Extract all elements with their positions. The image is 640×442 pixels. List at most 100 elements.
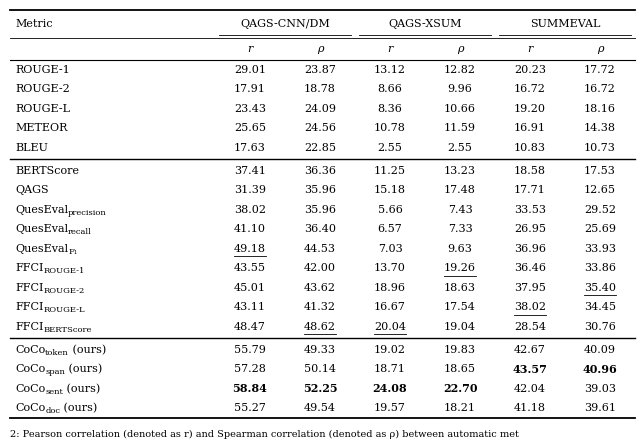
Text: 29.52: 29.52 [584,205,616,215]
Text: 10.78: 10.78 [374,123,406,133]
Text: 19.57: 19.57 [374,403,406,413]
Text: 43.57: 43.57 [513,364,547,375]
Text: span: span [45,368,65,376]
Text: 18.21: 18.21 [444,403,476,413]
Text: 48.62: 48.62 [304,322,336,332]
Text: 16.72: 16.72 [514,84,546,94]
Text: 11.59: 11.59 [444,123,476,133]
Text: doc: doc [45,407,60,415]
Text: precision: precision [68,209,107,217]
Text: QuesEval: QuesEval [15,224,68,234]
Text: 6.57: 6.57 [378,224,403,234]
Text: QAGS-XSUM: QAGS-XSUM [388,19,461,29]
Text: 44.53: 44.53 [304,244,336,254]
Text: 22.85: 22.85 [304,143,336,153]
Text: 37.95: 37.95 [514,283,546,293]
Text: 10.73: 10.73 [584,143,616,153]
Text: 19.20: 19.20 [514,104,546,114]
Text: 17.54: 17.54 [444,302,476,312]
Text: 42.00: 42.00 [304,263,336,273]
Text: 18.16: 18.16 [584,104,616,114]
Text: 16.72: 16.72 [584,84,616,94]
Text: 18.71: 18.71 [374,364,406,374]
Text: 42.67: 42.67 [514,345,546,355]
Text: 39.03: 39.03 [584,384,616,394]
Text: 16.91: 16.91 [514,123,546,133]
Text: 10.83: 10.83 [514,143,546,153]
Text: 25.65: 25.65 [234,123,266,133]
Text: 28.54: 28.54 [514,322,546,332]
Text: token: token [45,349,69,357]
Text: 11.25: 11.25 [374,166,406,176]
Text: 36.36: 36.36 [304,166,336,176]
Text: FFCI: FFCI [15,322,44,332]
Text: recall: recall [68,228,92,236]
Text: 33.86: 33.86 [584,263,616,273]
Text: 12.65: 12.65 [584,185,616,195]
Text: 17.53: 17.53 [584,166,616,176]
Text: 18.96: 18.96 [374,283,406,293]
Text: 22.70: 22.70 [443,383,477,394]
Text: 17.63: 17.63 [234,143,266,153]
Text: 7.33: 7.33 [447,224,472,234]
Text: 36.96: 36.96 [514,244,546,254]
Text: 35.96: 35.96 [304,185,336,195]
Text: 2: Pearson correlation (denoted as r) and Spearman correlation (denoted as ρ) be: 2: Pearson correlation (denoted as r) an… [10,430,519,439]
Text: ROUGE-2: ROUGE-2 [44,286,84,294]
Text: ρ: ρ [317,44,323,54]
Text: FFCI: FFCI [15,263,44,273]
Text: 35.96: 35.96 [304,205,336,215]
Text: 19.04: 19.04 [444,322,476,332]
Text: 31.39: 31.39 [234,185,266,195]
Text: 18.58: 18.58 [514,166,546,176]
Text: (ours): (ours) [65,364,102,374]
Text: FFCI: FFCI [15,302,44,312]
Text: sent: sent [45,388,63,396]
Text: 13.70: 13.70 [374,263,406,273]
Text: CoCo: CoCo [15,403,45,413]
Text: 19.02: 19.02 [374,345,406,355]
Text: BERTScore: BERTScore [44,326,92,334]
Text: ROUGE-1: ROUGE-1 [15,65,70,75]
Text: 25.69: 25.69 [584,224,616,234]
Text: 37.41: 37.41 [234,166,266,176]
Text: 17.71: 17.71 [514,185,546,195]
Text: 40.09: 40.09 [584,345,616,355]
Text: BLEU: BLEU [15,143,48,153]
Text: 36.46: 36.46 [514,263,546,273]
Text: 13.12: 13.12 [374,65,406,75]
Text: 24.56: 24.56 [304,123,336,133]
Text: 49.33: 49.33 [304,345,336,355]
Text: SUMMEVAL: SUMMEVAL [530,19,600,29]
Text: ROUGE-L: ROUGE-L [44,306,85,314]
Text: F₁: F₁ [68,248,77,255]
Text: 30.76: 30.76 [584,322,616,332]
Text: 18.65: 18.65 [444,364,476,374]
Text: 35.40: 35.40 [584,283,616,293]
Text: ROUGE-L: ROUGE-L [15,104,70,114]
Text: 20.04: 20.04 [374,322,406,332]
Text: 33.93: 33.93 [584,244,616,254]
Text: 12.82: 12.82 [444,65,476,75]
Text: 2.55: 2.55 [378,143,403,153]
Text: BERTScore: BERTScore [15,166,79,176]
Text: 17.72: 17.72 [584,65,616,75]
Text: 39.61: 39.61 [584,403,616,413]
Text: METEOR: METEOR [15,123,67,133]
Text: 17.91: 17.91 [234,84,266,94]
Text: 26.95: 26.95 [514,224,546,234]
Text: 13.23: 13.23 [444,166,476,176]
Text: 48.47: 48.47 [234,322,266,332]
Text: 5.66: 5.66 [378,205,403,215]
Text: 24.09: 24.09 [304,104,336,114]
Text: r: r [387,44,393,54]
Text: 58.84: 58.84 [232,383,268,394]
Text: 8.66: 8.66 [378,84,403,94]
Text: 29.01: 29.01 [234,65,266,75]
Text: 7.43: 7.43 [447,205,472,215]
Text: 17.48: 17.48 [444,185,476,195]
Text: 33.53: 33.53 [514,205,546,215]
Text: ROUGE-1: ROUGE-1 [44,267,85,275]
Text: (ours): (ours) [63,384,100,394]
Text: 23.43: 23.43 [234,104,266,114]
